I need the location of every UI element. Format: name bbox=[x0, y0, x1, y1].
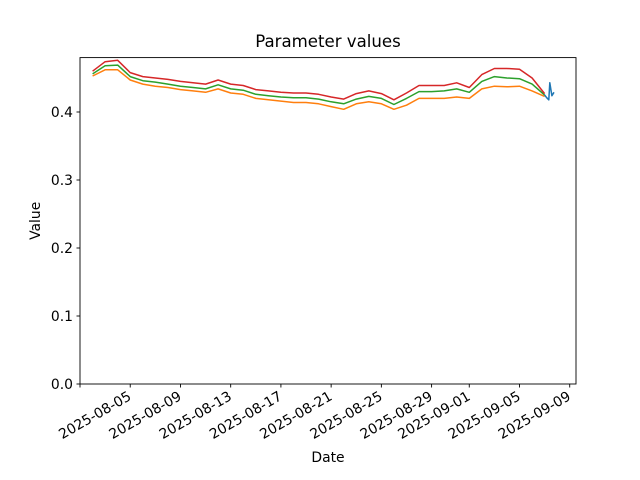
y-axis-label: Value bbox=[28, 202, 44, 240]
axis-ticks: 2025-08-052025-08-092025-08-132025-08-17… bbox=[51, 105, 574, 443]
series-green-line bbox=[92, 64, 546, 106]
plot-area bbox=[79, 57, 577, 385]
series-red-line bbox=[92, 59, 546, 101]
y-tick-label: 0.3 bbox=[51, 173, 73, 189]
y-tick-label: 0.0 bbox=[51, 377, 73, 393]
series-orange-line bbox=[92, 69, 545, 111]
y-tick-label: 0.1 bbox=[51, 309, 73, 325]
chart-title: Parameter values bbox=[255, 32, 401, 51]
y-tick-label: 0.4 bbox=[51, 105, 73, 121]
x-axis-label: Date bbox=[311, 450, 344, 466]
series-blue-line bbox=[544, 82, 555, 101]
series-lines bbox=[92, 59, 555, 111]
y-tick-label: 0.2 bbox=[51, 241, 73, 257]
